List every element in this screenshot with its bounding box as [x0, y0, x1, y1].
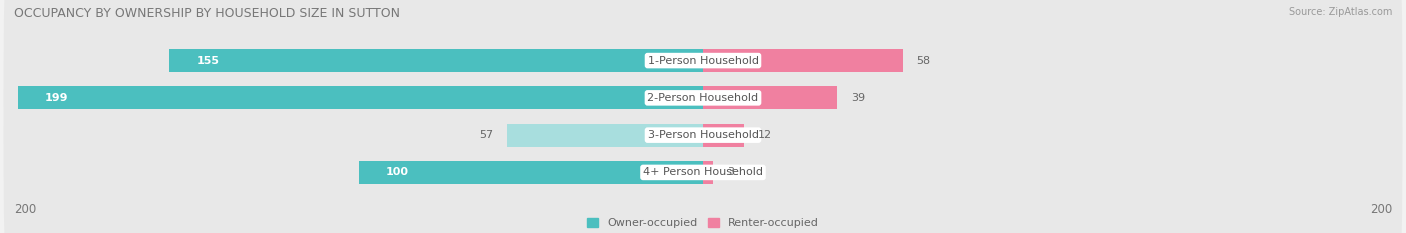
Bar [703, 86, 838, 110]
FancyBboxPatch shape [4, 8, 1402, 233]
FancyBboxPatch shape [4, 45, 1402, 233]
Bar [359, 161, 703, 184]
Bar [703, 123, 744, 147]
Text: OCCUPANCY BY OWNERSHIP BY HOUSEHOLD SIZE IN SUTTON: OCCUPANCY BY OWNERSHIP BY HOUSEHOLD SIZE… [14, 7, 401, 20]
Text: 3: 3 [727, 168, 734, 177]
Bar [17, 86, 703, 110]
Text: 58: 58 [917, 56, 931, 65]
Text: 155: 155 [197, 56, 219, 65]
Bar [169, 49, 703, 72]
Text: 12: 12 [758, 130, 772, 140]
Legend: Owner-occupied, Renter-occupied: Owner-occupied, Renter-occupied [582, 213, 824, 233]
FancyBboxPatch shape [4, 0, 1402, 188]
Text: 1-Person Household: 1-Person Household [648, 56, 758, 65]
Bar [703, 161, 713, 184]
Text: 4+ Person Household: 4+ Person Household [643, 168, 763, 177]
Text: 3-Person Household: 3-Person Household [648, 130, 758, 140]
Text: 2-Person Household: 2-Person Household [647, 93, 759, 103]
Bar [703, 49, 903, 72]
Text: Source: ZipAtlas.com: Source: ZipAtlas.com [1288, 7, 1392, 17]
Text: 39: 39 [851, 93, 865, 103]
Text: 200: 200 [14, 203, 37, 216]
Text: 100: 100 [387, 168, 409, 177]
FancyBboxPatch shape [4, 0, 1402, 225]
Bar [506, 123, 703, 147]
Text: 57: 57 [479, 130, 494, 140]
Text: 199: 199 [45, 93, 69, 103]
Text: 200: 200 [1369, 203, 1392, 216]
